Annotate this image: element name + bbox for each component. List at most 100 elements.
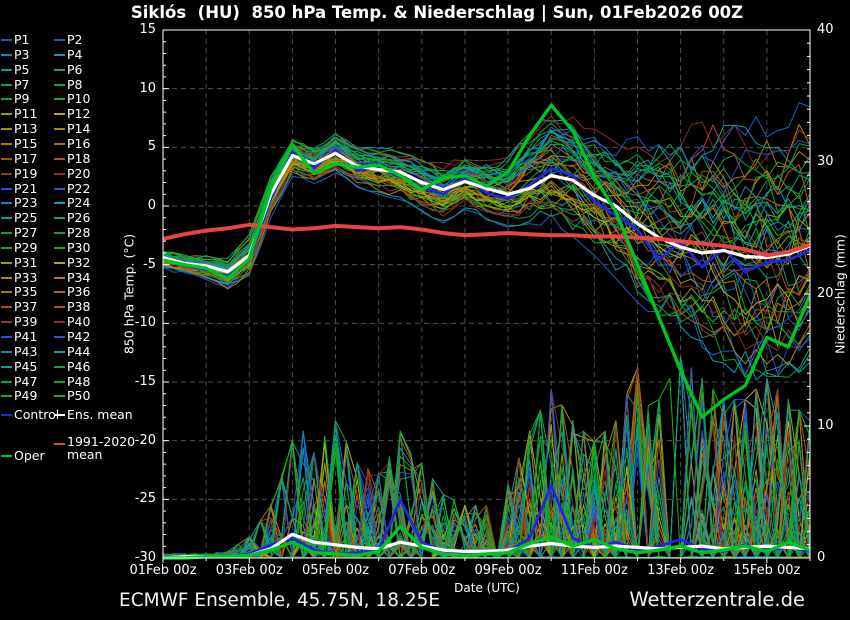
x-tick-label: 07Feb 00z <box>388 563 456 578</box>
legend-color-dash <box>1 39 12 41</box>
legend-color-dash <box>1 232 12 235</box>
legend-color-dash <box>54 128 65 131</box>
legend-label: P2 <box>67 32 83 47</box>
legend-label: P7 <box>14 76 30 92</box>
legend-color-dash <box>54 98 65 101</box>
clim-mean-temp-line <box>163 222 810 258</box>
y-right-tick-label: 10 <box>817 418 834 433</box>
legend-label: P30 <box>67 239 91 255</box>
legend-label: P13 <box>14 121 38 137</box>
legend-color-dash <box>1 321 12 324</box>
legend-label: P10 <box>67 91 91 107</box>
legend-label: P43 <box>14 343 38 359</box>
legend-label: P42 <box>67 329 91 344</box>
legend-color-dash <box>1 202 12 205</box>
legend-label: P35 <box>14 284 38 300</box>
legend-label: P40 <box>67 314 91 330</box>
legend-color-dash <box>54 350 65 353</box>
legend-color-dash <box>54 291 65 294</box>
member-temp-line <box>163 165 810 352</box>
y-left-tick-label: -20 <box>134 432 156 448</box>
legend-color-dash <box>54 276 65 279</box>
y-right-tick-label: 0 <box>817 550 826 565</box>
legend-label: P6 <box>67 61 83 77</box>
legend-label: P28 <box>67 225 91 241</box>
legend-label: P17 <box>14 150 38 166</box>
legend-label: P16 <box>67 135 91 151</box>
oper-precip-line <box>163 524 810 560</box>
legend-label: P33 <box>14 269 38 285</box>
legend-color-dash <box>1 414 12 416</box>
x-axis-title: Date (UTC) <box>454 581 520 595</box>
member-temp-line <box>163 172 810 375</box>
legend-color-dash <box>54 443 65 445</box>
member-temp-line <box>163 118 810 269</box>
oper-temp-line <box>163 103 810 419</box>
chart-title: Siklós (HU) 850 hPa Temp. & Niederschlag… <box>130 3 744 22</box>
legend-label: P46 <box>67 358 91 374</box>
y-right-tick-label: 30 <box>817 154 834 169</box>
legend-label: P26 <box>67 210 91 226</box>
legend-label: P44 <box>67 343 91 359</box>
legend-label: Ens. mean <box>67 407 133 422</box>
legend-color-dash <box>1 53 12 56</box>
legend-color-dash <box>54 187 65 190</box>
legend-color-dash <box>1 113 12 116</box>
legend-color-dash <box>54 261 65 264</box>
legend-label: P34 <box>67 269 91 285</box>
legend-color-dash <box>54 395 65 398</box>
member-temp-line <box>163 139 810 263</box>
legend-color-dash <box>1 365 12 368</box>
legend-color-dash <box>1 395 12 398</box>
legend-label: P3 <box>14 46 30 62</box>
legend-color-dash <box>1 98 12 101</box>
x-tick-label: 03Feb 00z <box>215 563 283 578</box>
legend-label: P22 <box>67 180 91 196</box>
legend-label: P8 <box>67 76 83 92</box>
legend-color-dash <box>1 276 12 279</box>
legend-label: Oper <box>14 448 45 463</box>
legend-color-dash <box>54 232 65 235</box>
legend-color-dash <box>1 380 12 383</box>
y-left-tick-label: -15 <box>134 374 156 389</box>
y-right-tick-label: 20 <box>817 286 834 301</box>
legend-color-dash <box>54 83 65 86</box>
axes-frame <box>162 29 811 563</box>
ens-mean-temp-line <box>163 151 810 274</box>
legend-label: P21 <box>14 180 38 196</box>
legend-color-dash <box>54 365 65 368</box>
legend-color-dash <box>54 172 65 175</box>
legend-color-dash <box>1 350 12 353</box>
legend-color-dash <box>1 142 12 145</box>
legend-label: P29 <box>14 239 38 255</box>
legend-label: P9 <box>14 91 30 107</box>
legend-color-dash <box>54 321 65 324</box>
y-right-tick-label: 40 <box>817 22 834 37</box>
legend-color-dash <box>54 202 65 205</box>
legend-color-dash <box>1 336 12 338</box>
legend-color-dash <box>1 291 12 294</box>
legend-color-dash <box>1 306 12 309</box>
legend-label: P19 <box>14 165 38 181</box>
y-left-tick-label: -25 <box>134 491 156 507</box>
legend-color-dash <box>54 53 65 56</box>
grid-lines <box>163 30 810 558</box>
x-tick-label: 11Feb 00z <box>560 563 628 578</box>
legend-label: P23 <box>14 195 38 211</box>
legend-color-dash <box>1 455 12 457</box>
legend-color-dash <box>54 68 65 71</box>
legend-color-dash <box>1 83 12 86</box>
legend-color-dash <box>1 187 12 190</box>
legend-color-dash <box>54 246 65 249</box>
y-left-tick-label: -30 <box>134 550 156 565</box>
y-left-tick-label: 0 <box>147 198 156 213</box>
legend-color-dash <box>1 157 12 160</box>
legend-label: P37 <box>14 299 38 315</box>
legend-label: P18 <box>67 150 91 166</box>
legend-color-dash <box>54 306 65 309</box>
legend-label: 1991-2020 <box>67 434 136 449</box>
legend-label: P25 <box>14 210 38 226</box>
legend-color-dash <box>54 113 65 116</box>
data-series <box>163 102 810 560</box>
